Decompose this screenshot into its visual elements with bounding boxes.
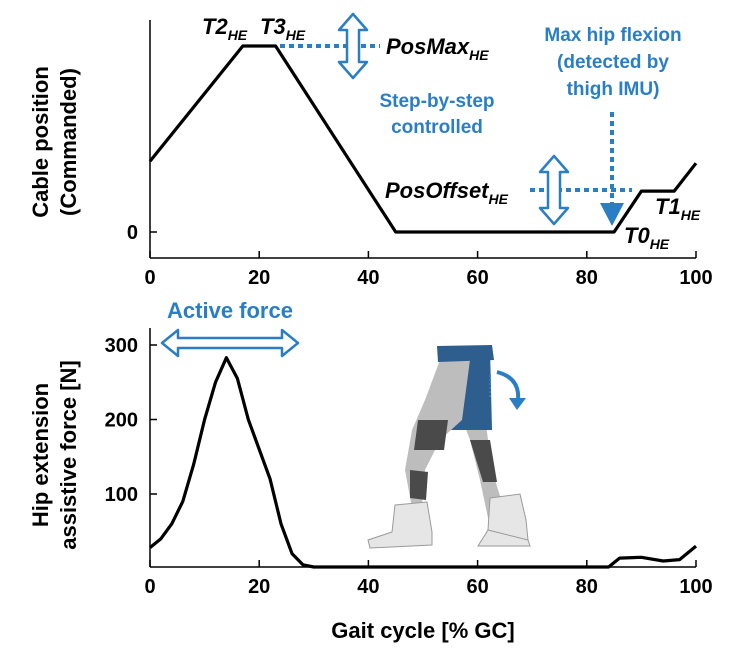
posmax-label: PosMaxHE <box>386 34 489 63</box>
bottom-ylabel-line2: assistive force [N] <box>56 360 81 550</box>
max-hip-flexion-label-line2: (detected by <box>557 52 669 73</box>
top-ylabel-line1: Cable position <box>28 66 53 218</box>
bottom-y-tick-label: 300 <box>105 335 138 357</box>
bottom-y-tick-label: 100 <box>105 484 138 506</box>
top-x-tick-label: 40 <box>357 267 379 289</box>
bottom-x-tick-label: 100 <box>679 576 712 598</box>
max-hip-flexion-label-line3: thigh IMU) <box>567 79 660 100</box>
top-ylabel-line2: (Commanded) <box>56 68 81 216</box>
bottom-ylabel-line1: Hip extension <box>28 383 53 527</box>
step-by-step-label-line1: Step-by-step <box>379 91 494 112</box>
step-by-step-label-line2: controlled <box>391 117 483 138</box>
down-arrow-icon <box>600 203 624 226</box>
bottom-x-tick-label: 40 <box>357 576 379 598</box>
max-hip-flexion-label-line1: Max hip flexion <box>544 25 681 46</box>
posoffset-double-arrow-icon <box>538 154 570 226</box>
assistive-force-series-line <box>148 356 698 569</box>
top-x-tick-label: 80 <box>576 267 598 289</box>
active-force-double-arrow-icon <box>160 328 300 358</box>
top-x-tick-label: 60 <box>466 267 488 289</box>
cable-position-chart: 0 20 40 60 80 100 0 Cable position (Commanded)… <box>28 12 713 289</box>
posoffset-label: PosOffsetHE <box>385 178 509 207</box>
t1-label: T1HE <box>655 194 701 223</box>
assistive-force-chart: 0 20 40 60 80 100 100 200 300 Hip extension assi… <box>28 298 713 643</box>
t3-label: T3HE <box>260 14 306 43</box>
active-force-label: Active force <box>167 298 293 323</box>
top-x-tick-label: 100 <box>679 267 712 289</box>
bottom-y-tick-label: 200 <box>105 410 138 432</box>
top-x-tick-label: 0 <box>144 267 155 289</box>
t0-label: T0HE <box>624 223 670 252</box>
exosuit-legs-illustration <box>367 345 531 549</box>
bottom-x-tick-label: 60 <box>466 576 488 598</box>
bottom-x-tick-label: 20 <box>248 576 270 598</box>
bottom-x-tick-label: 80 <box>576 576 598 598</box>
bottom-xlabel: Gait cycle [% GC] <box>331 618 514 643</box>
cable-position-series-line <box>148 44 698 234</box>
bottom-x-tick-label: 0 <box>144 576 155 598</box>
top-x-tick-label: 20 <box>248 267 270 289</box>
posmax-double-arrow-icon <box>337 12 369 80</box>
top-y-tick-label: 0 <box>127 222 138 244</box>
t2-label: T2HE <box>202 14 248 43</box>
